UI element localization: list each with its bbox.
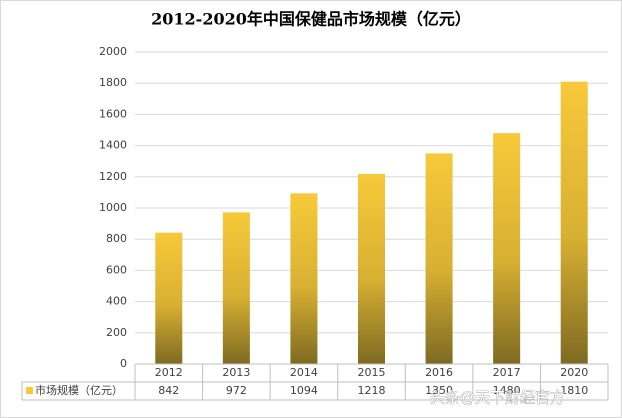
table-value: 1350 [425, 384, 453, 397]
table-value: 1810 [560, 384, 588, 397]
y-tick-label: 1000 [99, 201, 127, 214]
bar [357, 173, 386, 364]
y-tick-label: 400 [106, 295, 127, 308]
y-tick-label: 800 [106, 232, 127, 245]
x-tick-label: 2016 [425, 366, 453, 379]
x-tick-label: 2014 [290, 366, 318, 379]
table-value: 1480 [493, 384, 521, 397]
y-tick-label: 1600 [99, 107, 127, 120]
table-value: 1094 [290, 384, 318, 397]
table-value: 842 [158, 384, 179, 397]
x-tick-label: 2020 [560, 366, 588, 379]
bar [222, 212, 250, 364]
y-tick-label: 2000 [99, 45, 127, 58]
watermark: 头条@天下财经官方 [430, 389, 565, 407]
y-tick-label: 200 [106, 326, 127, 339]
x-tick-label: 2012 [155, 366, 183, 379]
x-tick-label: 2013 [222, 366, 250, 379]
bar [290, 193, 318, 364]
y-tick-label: 600 [106, 263, 127, 276]
y-tick-label: 0 [120, 357, 127, 370]
legend-swatch [26, 387, 33, 394]
x-tick-label: 2017 [493, 366, 521, 379]
table-value: 1218 [358, 384, 386, 397]
bar [155, 232, 183, 364]
bar [425, 153, 453, 364]
y-tick-label: 1200 [99, 170, 127, 183]
bar [493, 133, 521, 364]
y-tick-label: 1800 [99, 76, 127, 89]
chart-title: 2012-2020年中国保健品市场规模（亿元） [151, 10, 471, 29]
legend-label: 市场规模（亿元） [35, 383, 123, 397]
y-tick-label: 1400 [99, 139, 127, 152]
bar [560, 81, 588, 364]
table-value: 972 [226, 384, 247, 397]
x-tick-label: 2015 [358, 366, 386, 379]
